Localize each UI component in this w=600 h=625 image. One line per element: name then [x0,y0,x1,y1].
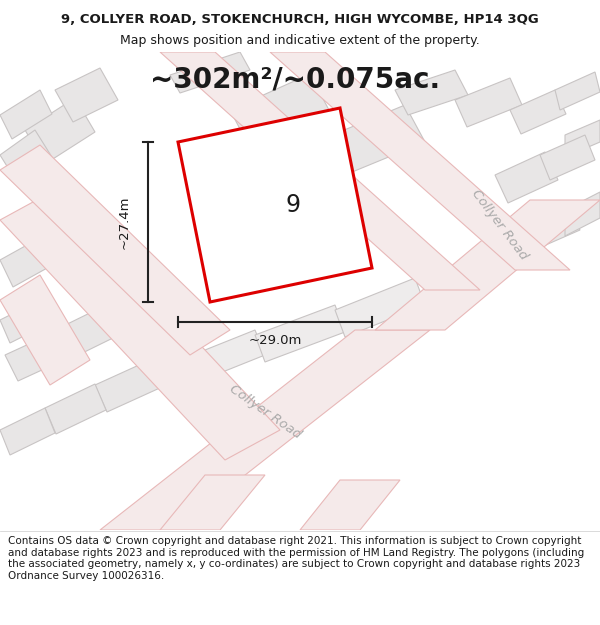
Polygon shape [170,52,250,93]
Polygon shape [25,98,95,164]
Text: ~302m²/~0.075ac.: ~302m²/~0.075ac. [150,66,440,94]
Text: ~27.4m: ~27.4m [118,195,131,249]
Polygon shape [0,90,52,139]
Polygon shape [565,120,600,157]
Polygon shape [160,475,265,530]
Polygon shape [520,204,580,251]
Text: Contains OS data © Crown copyright and database right 2021. This information is : Contains OS data © Crown copyright and d… [8,536,584,581]
Polygon shape [0,130,55,187]
Polygon shape [100,330,430,530]
Polygon shape [495,152,558,203]
Polygon shape [320,105,425,177]
Text: 9, COLLYER ROAD, STOKENCHURCH, HIGH WYCOMBE, HP14 3QG: 9, COLLYER ROAD, STOKENCHURCH, HIGH WYCO… [61,13,539,26]
Polygon shape [0,408,55,455]
Polygon shape [0,145,230,355]
Polygon shape [510,90,566,134]
Polygon shape [178,108,372,302]
Text: ~29.0m: ~29.0m [248,334,302,346]
Polygon shape [270,52,570,270]
Polygon shape [540,135,595,180]
Polygon shape [5,332,68,381]
Polygon shape [335,278,425,337]
Polygon shape [455,78,522,127]
Polygon shape [565,192,600,236]
Polygon shape [55,68,118,122]
Polygon shape [15,190,80,248]
Polygon shape [395,70,468,115]
Polygon shape [0,190,280,460]
Polygon shape [180,330,265,385]
Polygon shape [45,384,106,434]
Text: 9: 9 [286,193,301,217]
Text: Map shows position and indicative extent of the property.: Map shows position and indicative extent… [120,34,480,47]
Polygon shape [555,72,600,110]
Polygon shape [45,308,115,364]
Polygon shape [255,305,345,362]
Polygon shape [230,74,330,148]
Text: Collyer Road: Collyer Road [469,188,530,262]
Polygon shape [0,275,90,385]
Polygon shape [300,480,400,530]
Polygon shape [95,360,162,412]
Polygon shape [375,200,600,330]
Polygon shape [160,52,480,290]
Polygon shape [0,235,58,287]
Text: Collyer Road: Collyer Road [227,382,303,441]
Polygon shape [0,300,50,343]
